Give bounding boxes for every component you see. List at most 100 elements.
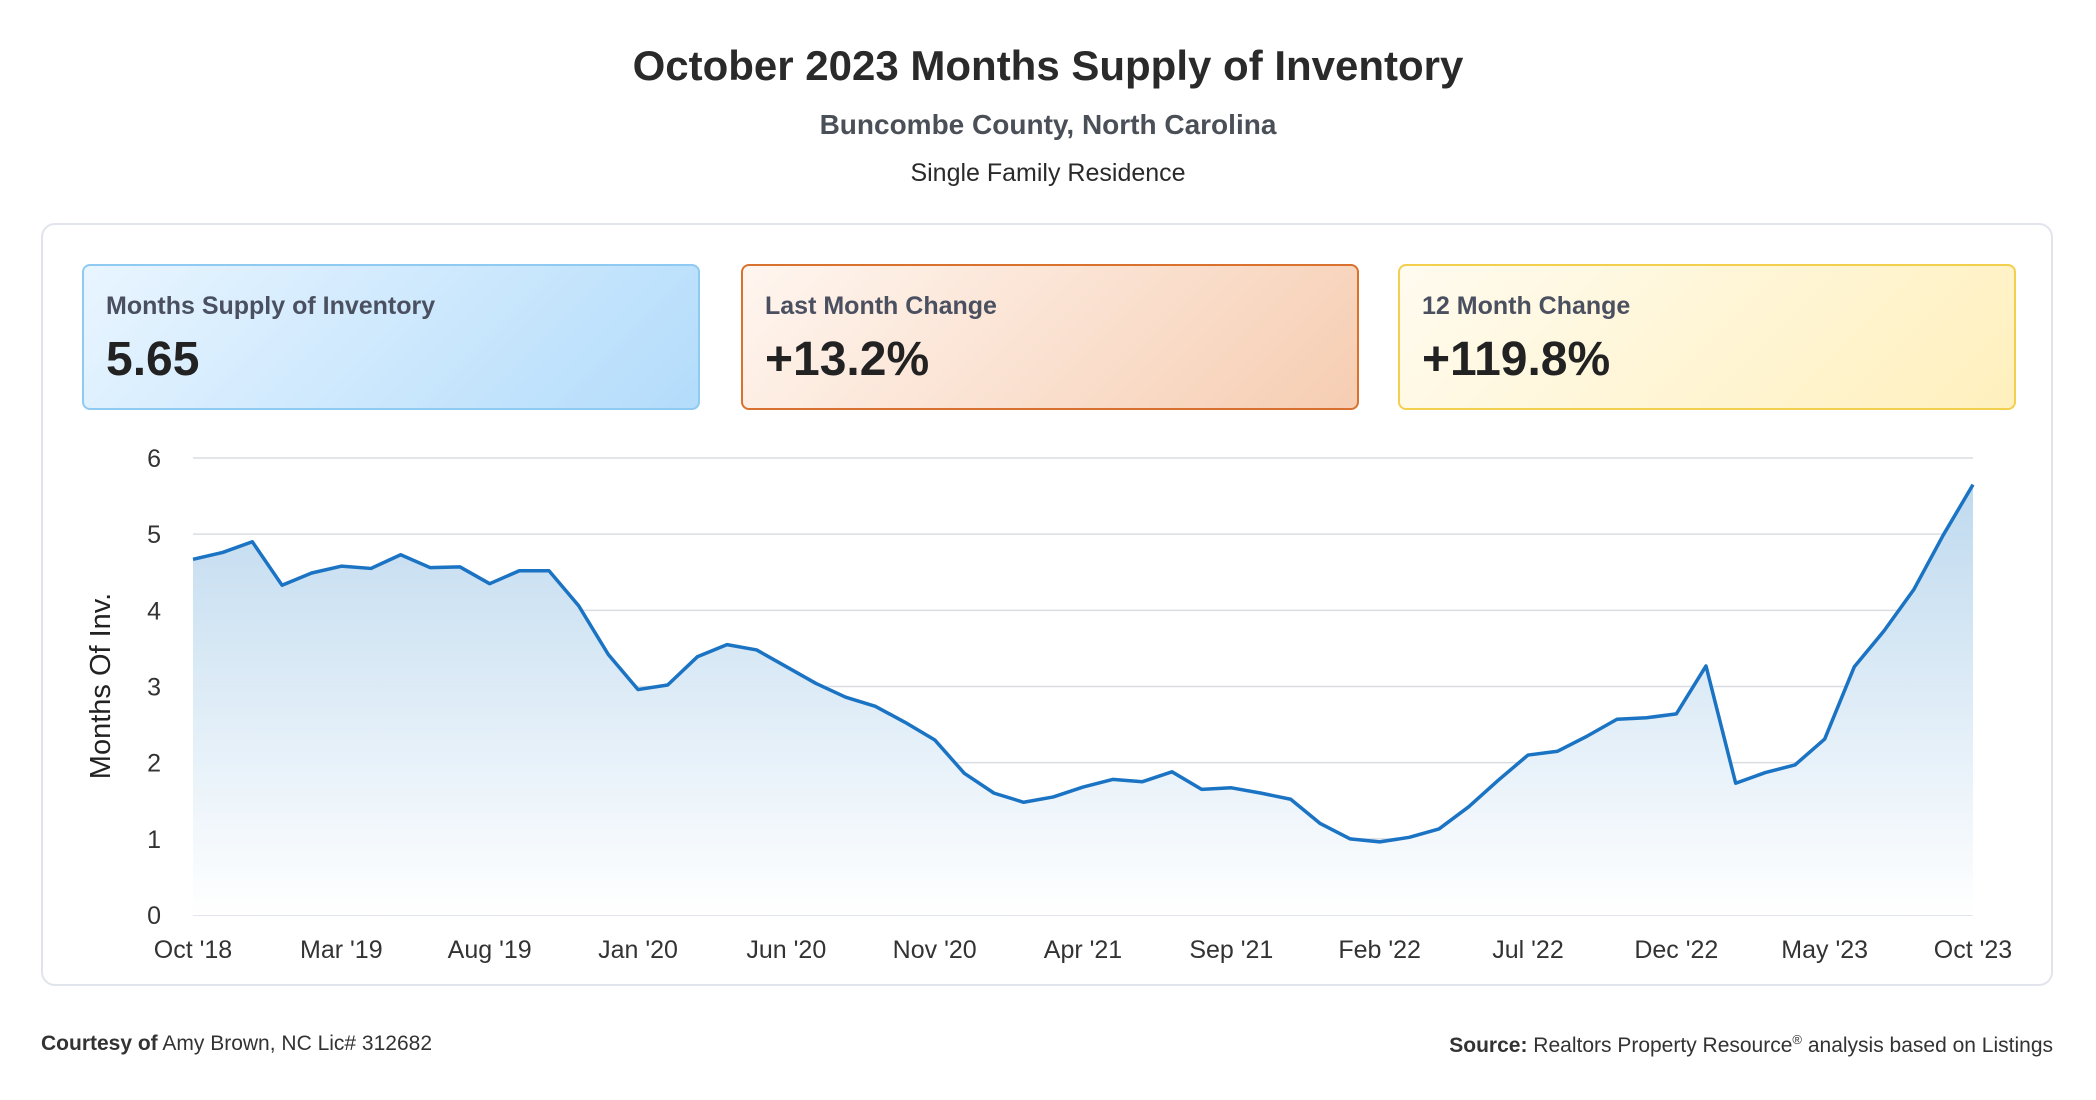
data-point: [1436, 826, 1442, 832]
chart-title: October 2023 Months Supply of Inventory: [632, 42, 1464, 89]
y-tick-label: 6: [147, 445, 161, 473]
data-point: [1940, 532, 1946, 538]
x-tick-label: Feb '22: [1338, 936, 1421, 964]
data-point: [457, 564, 463, 570]
data-point: [516, 568, 522, 574]
property-type: Single Family Residence: [910, 159, 1186, 187]
data-point: [843, 694, 849, 700]
data-point: [1406, 834, 1412, 840]
data-point: [1258, 790, 1264, 796]
data-point: [754, 647, 760, 653]
data-point: [220, 549, 226, 555]
data-point: [605, 652, 611, 658]
x-tick-label: Jul '22: [1492, 936, 1563, 964]
data-point: [1288, 796, 1294, 802]
data-point: [279, 582, 285, 588]
data-point: [309, 570, 315, 576]
courtesy-text: Amy Brown, NC Lic# 312682: [162, 1032, 433, 1055]
data-point: [1525, 752, 1531, 758]
y-axis-label: Months Of Inv.: [85, 593, 117, 779]
data-point: [1050, 794, 1056, 800]
x-tick-label: Apr '21: [1044, 936, 1122, 964]
data-point: [1347, 836, 1353, 842]
data-point: [724, 642, 730, 648]
data-point: [902, 719, 908, 725]
data-point: [1495, 777, 1501, 783]
source-text-1: Realtors Property Resource: [1533, 1034, 1793, 1057]
data-point: [1377, 839, 1383, 845]
area-fill: [193, 484, 1973, 915]
data-point: [1733, 780, 1739, 786]
x-tick-label: Oct '18: [154, 936, 232, 964]
data-point: [665, 682, 671, 688]
data-point: [1970, 482, 1976, 488]
months-supply-card: Months Supply of Inventory 5.65: [82, 264, 700, 410]
data-point: [1703, 663, 1709, 669]
data-point: [398, 552, 404, 558]
data-point: [872, 703, 878, 709]
months-supply-label: Months Supply of Inventory: [106, 292, 436, 320]
data-point: [635, 687, 641, 693]
data-point: [932, 737, 938, 743]
data-point: [190, 556, 196, 562]
courtesy-label: Courtesy of: [41, 1032, 158, 1055]
last-month-change-card: Last Month Change +13.2%: [741, 264, 1359, 410]
data-point: [1911, 587, 1917, 593]
y-tick-label: 3: [147, 674, 161, 702]
data-point: [1822, 736, 1828, 742]
series-line-layer: [192, 483, 1975, 844]
data-point: [1080, 784, 1086, 790]
data-point: [783, 664, 789, 670]
data-point: [1555, 748, 1561, 754]
last-month-change-label: Last Month Change: [765, 292, 997, 320]
data-point: [1466, 804, 1472, 810]
x-tick-label: Jan '20: [598, 936, 678, 964]
data-point: [1110, 776, 1116, 782]
data-point: [1614, 716, 1620, 722]
data-point: [961, 770, 967, 776]
x-tick-label: Nov '20: [893, 936, 977, 964]
y-tick-label: 1: [147, 826, 161, 854]
x-tick-label: Aug '19: [448, 936, 532, 964]
data-point: [1139, 779, 1145, 785]
source-label: Source:: [1449, 1034, 1528, 1057]
source-note: Source: Realtors Property Resource® anal…: [1449, 1032, 2053, 1058]
data-point: [1021, 799, 1027, 805]
registered-mark: ®: [1792, 1032, 1802, 1047]
data-point: [1762, 770, 1768, 776]
months-supply-value: 5.65: [106, 333, 200, 386]
data-point: [1584, 733, 1590, 739]
data-point: [368, 565, 374, 571]
data-point: [576, 603, 582, 609]
y-tick-label: 2: [147, 750, 161, 778]
data-point: [694, 654, 700, 660]
x-tick-label: May '23: [1781, 936, 1868, 964]
data-point: [1881, 628, 1887, 634]
data-point: [1673, 711, 1679, 717]
data-point: [1199, 786, 1205, 792]
data-point: [249, 539, 255, 545]
data-point: [338, 563, 344, 569]
x-tick-label: Dec '22: [1634, 936, 1718, 964]
series-line: [192, 483, 1975, 844]
x-axis-ticks: Oct '18 Mar '19 Aug '19 Jan '20 Jun '20 Nov '…: [154, 936, 2012, 964]
data-point: [487, 581, 493, 587]
data-point: [1851, 664, 1857, 670]
twelve-month-change-value: +119.8%: [1422, 333, 1611, 386]
x-tick-label: Oct '23: [1934, 936, 2012, 964]
y-tick-label: 5: [147, 521, 161, 549]
y-tick-label: 4: [147, 597, 161, 625]
data-point: [1792, 762, 1798, 768]
data-point: [991, 790, 997, 796]
last-month-change-value: +13.2%: [765, 333, 930, 386]
data-point: [546, 568, 552, 574]
twelve-month-change-card: 12 Month Change +119.8%: [1398, 264, 2016, 410]
data-point: [813, 680, 819, 686]
y-axis-ticks: 0 1 2 3 4 5 6: [147, 445, 161, 930]
x-tick-label: Sep '21: [1189, 936, 1273, 964]
area-fill-path: [193, 484, 1973, 915]
data-point: [427, 565, 433, 571]
x-tick-label: Mar '19: [300, 936, 383, 964]
